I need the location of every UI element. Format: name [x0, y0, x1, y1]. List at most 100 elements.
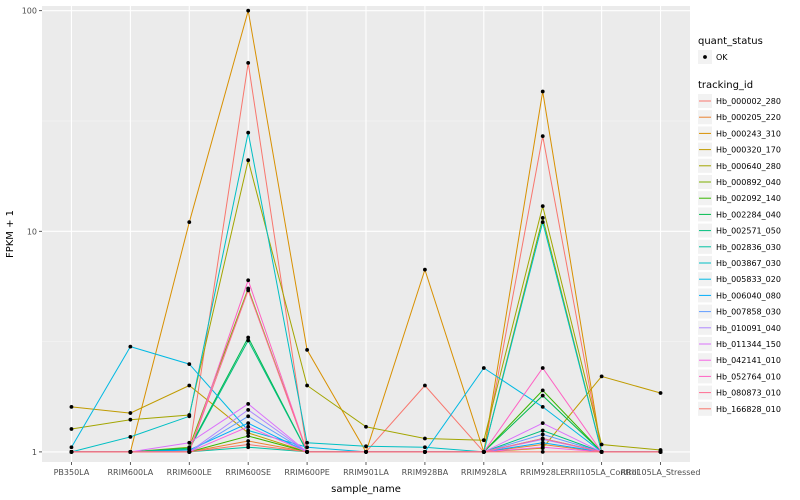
- data-point: [481, 366, 486, 370]
- data-point: [246, 445, 251, 450]
- data-point: [187, 414, 192, 419]
- data-point: [246, 421, 251, 426]
- legend-series-label: Hb_000205_220: [716, 113, 781, 122]
- data-point: [540, 421, 545, 426]
- data-point: [540, 445, 545, 450]
- data-point: [128, 434, 133, 439]
- legend-series-label: Hb_000320_170: [716, 146, 781, 155]
- legend-key-point: [703, 55, 707, 59]
- data-point: [128, 450, 133, 454]
- x-axis-title: sample_name: [331, 484, 401, 495]
- data-point: [246, 402, 251, 406]
- y-tick-label: 1: [32, 448, 37, 457]
- data-point: [540, 440, 545, 445]
- legend-series-label: Hb_052764_010: [716, 372, 781, 381]
- x-tick-label: RRII105LA_Stressed: [621, 468, 701, 477]
- data-point: [128, 417, 133, 422]
- data-point: [187, 440, 192, 445]
- legend-series-label: Hb_011344_150: [716, 340, 781, 349]
- data-point: [540, 204, 545, 209]
- data-point: [540, 134, 545, 139]
- data-point: [69, 450, 74, 454]
- data-point: [540, 388, 545, 393]
- legend-series-label: Hb_003867_030: [716, 259, 781, 268]
- data-point: [187, 450, 192, 454]
- data-point: [481, 450, 486, 454]
- legend-series-label: Hb_010091_040: [716, 324, 781, 333]
- data-point: [246, 338, 251, 343]
- data-point: [246, 414, 251, 419]
- x-tick-label: RRIM600PE: [284, 468, 330, 477]
- x-tick-label: PB350LA: [54, 468, 90, 477]
- data-point: [599, 442, 604, 447]
- legend-series-label: Hb_002092_140: [716, 194, 781, 203]
- x-tick-label: RRIM928LA: [461, 468, 507, 477]
- y-axis-title: FPKM + 1: [5, 210, 16, 258]
- data-point: [128, 344, 133, 349]
- data-point: [540, 404, 545, 409]
- axes-layer: 1 10 100 PB350LA RRIM600LA RRIM600LE RRIM600SE…: [22, 7, 701, 477]
- data-point: [246, 335, 251, 340]
- data-point: [540, 215, 545, 220]
- legend-series-label: Hb_005833_020: [716, 275, 781, 284]
- x-tick-label: RRIM600LE: [167, 468, 212, 477]
- legend-series-label: Hb_002571_050: [716, 227, 781, 236]
- data-point: [246, 278, 251, 283]
- data-point: [246, 428, 251, 433]
- data-point: [69, 445, 74, 450]
- data-point: [246, 8, 251, 13]
- data-point: [540, 450, 545, 454]
- legend-series-label: Hb_002836_030: [716, 243, 781, 252]
- data-point: [658, 450, 663, 454]
- data-point: [69, 427, 74, 431]
- data-point: [305, 383, 309, 388]
- data-point: [246, 158, 251, 163]
- x-tick-label: RRII105LA_Control: [565, 468, 639, 477]
- data-point: [423, 445, 427, 450]
- legend-series-label: Hb_166828_010: [716, 405, 781, 414]
- y-tick-label: 100: [22, 7, 37, 16]
- data-point: [423, 436, 427, 441]
- data-point: [540, 366, 545, 370]
- y-tick-label: 10: [27, 227, 37, 236]
- data-point: [599, 450, 604, 454]
- data-point: [364, 444, 368, 449]
- data-point: [599, 374, 604, 379]
- legend-series-label: Hb_000002_280: [716, 97, 781, 106]
- data-point: [246, 439, 251, 443]
- data-point: [305, 450, 309, 454]
- data-point: [540, 393, 545, 398]
- data-point: [540, 220, 545, 225]
- data-point: [128, 411, 133, 415]
- data-point: [246, 434, 251, 438]
- data-point: [187, 383, 192, 388]
- data-points-layer: [69, 8, 663, 454]
- legend: quant_status OK tracking_id Hb_000002_280 Hb…: [698, 36, 781, 416]
- data-point: [364, 424, 368, 429]
- data-point: [69, 404, 74, 409]
- x-tick-label: RRIM901LA: [343, 468, 389, 477]
- data-point: [540, 428, 545, 433]
- data-point: [540, 432, 545, 437]
- x-tick-label: RRIM600LA: [107, 468, 153, 477]
- data-point: [423, 383, 427, 388]
- legend-series-label: Hb_002284_040: [716, 210, 781, 219]
- legend-series-label: Hb_042141_010: [716, 356, 781, 365]
- data-point: [423, 450, 427, 454]
- data-point: [540, 89, 545, 94]
- data-point: [246, 408, 251, 412]
- data-point: [305, 440, 309, 445]
- data-point: [423, 267, 427, 272]
- legend-series-label: Hb_000892_040: [716, 178, 781, 187]
- legend-series-label: Hb_000243_310: [716, 129, 781, 138]
- data-point: [305, 347, 309, 352]
- legend-series-label: Hb_006040_080: [716, 291, 781, 300]
- data-point: [305, 445, 309, 450]
- x-tick-label: RRIM928LE: [520, 468, 565, 477]
- legend-series-label: Hb_007858_030: [716, 308, 781, 317]
- data-point: [481, 438, 486, 443]
- legend-title-tracking-id: tracking_id: [698, 80, 753, 91]
- legend-label: OK: [716, 53, 728, 62]
- data-point: [187, 220, 192, 225]
